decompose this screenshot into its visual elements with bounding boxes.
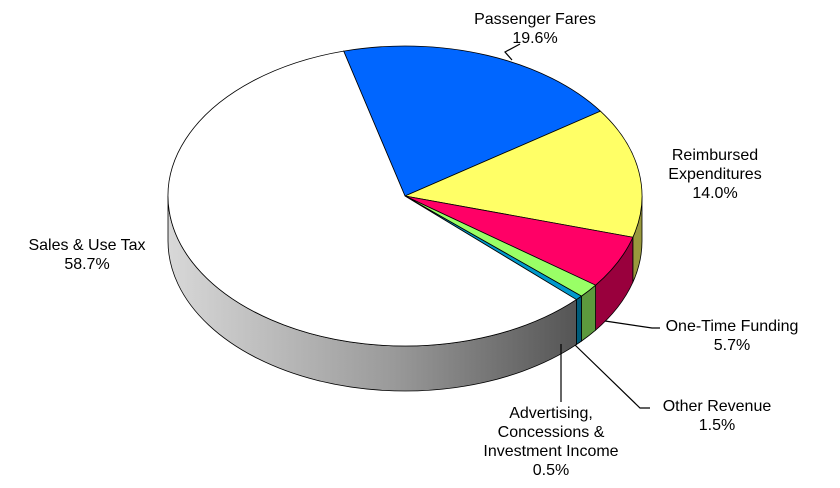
slice-name-passenger-fares-0: Passenger Fares bbox=[474, 11, 596, 28]
data-label-one-time-funding: 5.7% bbox=[714, 337, 750, 354]
data-label-passenger-fares: 19.6% bbox=[512, 30, 557, 47]
slice-side-advertising-concessions-and-investment-income bbox=[576, 295, 582, 346]
data-label-sales-and-use-tax: 58.7% bbox=[64, 256, 109, 273]
data-label-reimbursed-expenditures: 14.0% bbox=[692, 185, 737, 202]
data-label-other-revenue: 1.5% bbox=[699, 417, 735, 434]
slice-sales-and-use-tax bbox=[167, 50, 578, 347]
slice-name-one-time-funding-0: One-Time Funding bbox=[666, 318, 799, 335]
leader-line-passenger-fares bbox=[504, 43, 521, 61]
leader-line-other-revenue bbox=[574, 344, 650, 409]
slice-name-advertising-concessions-and-investment-income-2: Investment Income bbox=[483, 443, 618, 460]
slice-name-reimbursed-expenditures-0: Reimbursed bbox=[672, 147, 758, 164]
slice-reimbursed-expenditures bbox=[403, 110, 643, 238]
leader-line-one-time-funding bbox=[604, 320, 660, 329]
slice-name-advertising-concessions-and-investment-income-1: Concessions & bbox=[498, 424, 605, 441]
slice-passenger-fares bbox=[343, 45, 602, 197]
slice-name-advertising-concessions-and-investment-income-0: Advertising, bbox=[509, 405, 593, 422]
slice-name-reimbursed-expenditures-1: Expenditures bbox=[668, 166, 761, 183]
slice-name-other-revenue-0: Other Revenue bbox=[663, 398, 772, 415]
slice-name-sales-and-use-tax-0: Sales & Use Tax bbox=[28, 237, 145, 254]
data-label-advertising-concessions-and-investment-income: 0.5% bbox=[533, 462, 569, 479]
